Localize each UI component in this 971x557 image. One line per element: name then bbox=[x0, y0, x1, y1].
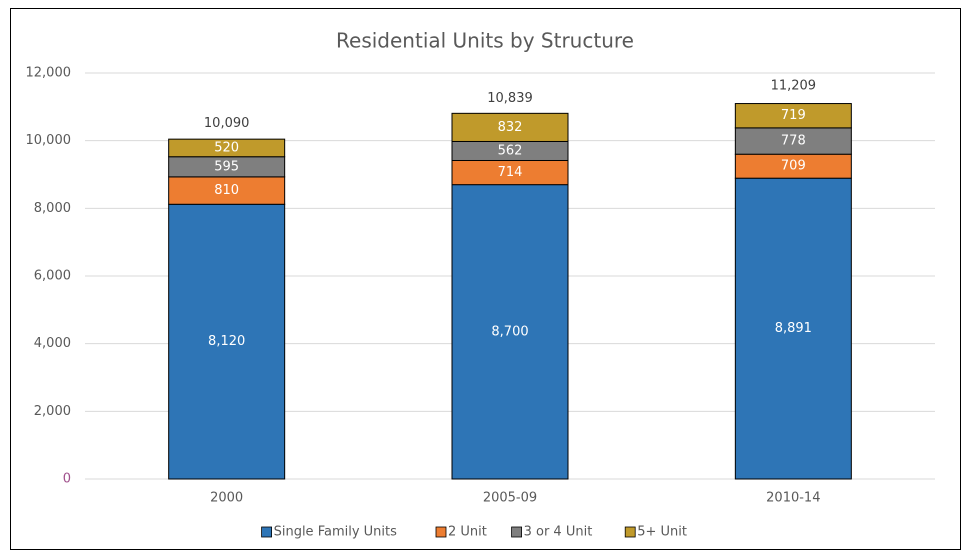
data-label: 520 bbox=[214, 140, 239, 155]
data-label: 810 bbox=[214, 183, 239, 198]
y-tick-label: 0 bbox=[63, 472, 71, 487]
data-label: 832 bbox=[498, 120, 523, 135]
x-tick-label: 2000 bbox=[210, 491, 243, 506]
bar-segment bbox=[451, 112, 569, 142]
chart-title: Residential Units by Structure bbox=[336, 29, 634, 53]
legend-label: 2 Unit bbox=[448, 525, 487, 540]
total-label: 10,839 bbox=[487, 91, 533, 106]
data-label: 595 bbox=[214, 159, 239, 174]
bar-segment bbox=[734, 127, 852, 155]
legend-swatch bbox=[624, 526, 636, 538]
y-tick-label: 10,000 bbox=[26, 133, 72, 148]
bar-segment bbox=[734, 177, 852, 480]
legend-label: Single Family Units bbox=[274, 525, 398, 540]
legend-swatch bbox=[435, 526, 447, 538]
data-label: 562 bbox=[498, 143, 523, 158]
data-label: 8,700 bbox=[491, 324, 528, 339]
total-label: 11,209 bbox=[771, 78, 817, 93]
data-label: 8,891 bbox=[775, 321, 812, 336]
bar-segment bbox=[451, 184, 569, 480]
data-label: 719 bbox=[781, 108, 806, 123]
bar-segment bbox=[168, 176, 286, 205]
y-tick-label: 4,000 bbox=[34, 336, 71, 351]
bar-segment bbox=[168, 203, 286, 480]
data-label: 8,120 bbox=[208, 334, 245, 349]
bar-segment bbox=[451, 159, 569, 186]
x-tick-label: 2005-09 bbox=[483, 491, 537, 506]
x-tick-label: 2010-14 bbox=[766, 491, 820, 506]
total-label: 10,090 bbox=[204, 116, 250, 131]
y-tick-label: 12,000 bbox=[26, 66, 72, 81]
legend-label: 3 or 4 Unit bbox=[524, 525, 593, 540]
legend-label: 5+ Unit bbox=[637, 525, 687, 540]
legend-swatch bbox=[511, 526, 523, 538]
data-label: 714 bbox=[498, 165, 523, 180]
y-tick-label: 8,000 bbox=[34, 201, 71, 216]
legend-swatch bbox=[261, 526, 273, 538]
bar-segment bbox=[734, 103, 852, 129]
y-tick-label: 2,000 bbox=[34, 404, 71, 419]
data-label: 778 bbox=[781, 134, 806, 149]
bar-segment bbox=[168, 138, 286, 158]
y-tick-label: 6,000 bbox=[34, 269, 71, 284]
data-label: 709 bbox=[781, 159, 806, 174]
